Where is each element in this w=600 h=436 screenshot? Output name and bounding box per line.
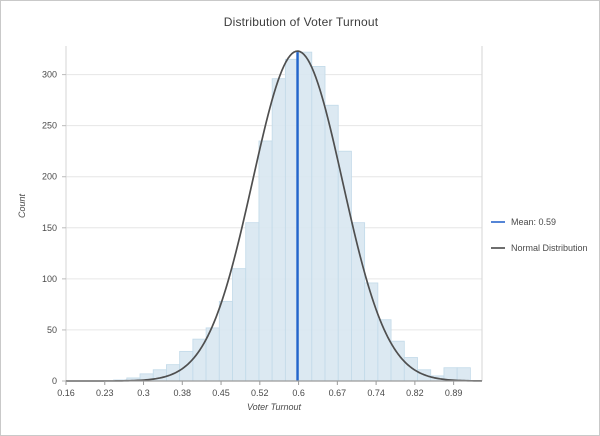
svg-text:0.23: 0.23 (96, 388, 114, 398)
svg-text:250: 250 (42, 121, 57, 131)
x-axis-ticks: 0.16 0.23 0.3 0.38 0.45 0.52 0.6 0.67 0.74 0.82 0.… (57, 381, 462, 398)
svg-text:0.74: 0.74 (367, 388, 385, 398)
histogram-bar[interactable] (218, 300, 233, 382)
svg-text:0.52: 0.52 (251, 388, 269, 398)
histogram-bar[interactable] (456, 367, 471, 382)
histogram-bar[interactable] (192, 338, 207, 382)
x-axis-title: Voter Turnout (246, 402, 302, 412)
histogram-bars[interactable] (113, 51, 471, 382)
svg-text:300: 300 (42, 70, 57, 80)
histogram-bar[interactable] (403, 357, 418, 382)
legend-label-normal-distribution: Normal Distribution (511, 243, 588, 253)
svg-text:0.45: 0.45 (212, 388, 230, 398)
y-axis-ticks: 0 50 100 150 200 250 300 (42, 70, 66, 386)
svg-text:0.16: 0.16 (57, 388, 75, 398)
svg-text:0.3: 0.3 (137, 388, 150, 398)
legend-item-normal-distribution[interactable]: Normal Distribution (491, 243, 588, 253)
svg-text:0.67: 0.67 (329, 388, 347, 398)
histogram-bar[interactable] (166, 364, 181, 382)
chart-title: Distribution of Voter Turnout (223, 15, 379, 29)
y-axis-title: Count (17, 193, 27, 219)
svg-text:100: 100 (42, 274, 57, 284)
svg-text:0.82: 0.82 (406, 388, 424, 398)
svg-text:0: 0 (52, 376, 57, 386)
histogram-bar[interactable] (311, 66, 326, 382)
svg-text:0.89: 0.89 (445, 388, 463, 398)
svg-text:50: 50 (47, 325, 57, 335)
histogram-bar[interactable] (258, 140, 273, 382)
histogram-bar[interactable] (298, 51, 313, 382)
svg-text:200: 200 (42, 172, 57, 182)
histogram-bar[interactable] (271, 78, 286, 382)
svg-text:150: 150 (42, 223, 57, 233)
legend-item-mean[interactable]: Mean: 0.59 (491, 217, 588, 227)
legend-label-mean: Mean: 0.59 (511, 217, 557, 227)
histogram-bar[interactable] (337, 150, 352, 382)
svg-text:0.6: 0.6 (292, 388, 305, 398)
histogram-bar[interactable] (245, 222, 260, 382)
mean-line-swatch (491, 221, 505, 223)
normal-distribution-swatch (491, 247, 505, 249)
histogram-bar[interactable] (232, 268, 247, 382)
svg-text:0.38: 0.38 (174, 388, 192, 398)
legend: Mean: 0.59 Normal Distribution (491, 217, 588, 269)
histogram-bar[interactable] (324, 104, 339, 382)
